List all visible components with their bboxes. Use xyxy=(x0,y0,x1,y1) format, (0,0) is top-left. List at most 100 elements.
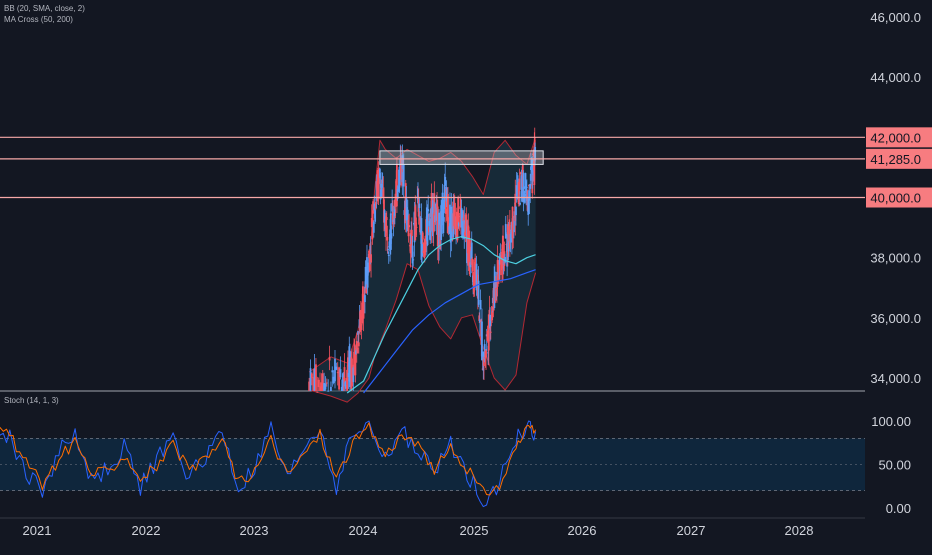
candle-body xyxy=(525,186,528,197)
candle-body xyxy=(465,214,468,232)
candle-body xyxy=(483,344,486,358)
price-axis-tick-label: 44,000.0 xyxy=(870,70,921,85)
stoch-axis-tick-label: 100.00 xyxy=(871,414,911,429)
candle-body xyxy=(374,202,377,209)
level-price-tag: 40,000.0 xyxy=(866,187,932,208)
candle-body xyxy=(421,232,424,240)
candle-body xyxy=(356,347,359,354)
candle-body xyxy=(527,184,530,186)
candle-body xyxy=(479,319,481,323)
candle-body xyxy=(382,189,385,198)
candle-body xyxy=(449,204,451,229)
candle-body xyxy=(524,173,527,188)
candle-body xyxy=(354,350,357,376)
candle-body xyxy=(435,203,438,221)
candle-body xyxy=(457,222,460,227)
candle-body xyxy=(394,193,397,207)
ma-short-line xyxy=(346,236,536,394)
ma-cross-indicator-label[interactable]: MA Cross (50, 200) xyxy=(4,15,73,24)
stoch-axis-tick-label: 50.00 xyxy=(878,458,911,473)
candle-body xyxy=(383,210,386,223)
candle-body xyxy=(477,280,480,305)
level-price-tag: 42,000.0 xyxy=(866,127,932,148)
bb-indicator-label[interactable]: BB (20, SMA, close, 2) xyxy=(4,4,85,13)
candle-body xyxy=(372,201,374,214)
candle-body xyxy=(534,147,537,161)
candle-body xyxy=(385,216,387,237)
candle-body xyxy=(387,254,390,256)
level-price-tag-label: 41,285.0 xyxy=(870,152,921,167)
candle-body xyxy=(359,311,362,332)
candle-body xyxy=(437,248,440,253)
highlight-zone-box xyxy=(379,150,544,165)
stoch-indicator-label[interactable]: Stoch (14, 1, 3) xyxy=(4,396,59,405)
candle-body xyxy=(487,352,489,354)
candle-body xyxy=(427,209,430,212)
candle-body xyxy=(369,246,372,250)
candle-body xyxy=(462,211,464,239)
candle-body xyxy=(398,169,401,186)
candle-body xyxy=(419,217,421,233)
candle-body xyxy=(494,281,497,301)
candle-body xyxy=(396,163,398,207)
candle-body xyxy=(309,368,312,391)
candle-body xyxy=(410,229,413,258)
candle-body xyxy=(471,258,474,272)
candle-body xyxy=(483,358,485,366)
candle-body xyxy=(319,386,321,391)
candle-body xyxy=(445,187,448,202)
candle-body xyxy=(475,263,478,291)
candle-body xyxy=(474,257,477,284)
candle-body xyxy=(519,202,521,205)
candle-body xyxy=(368,252,371,271)
candle-body xyxy=(422,250,425,254)
candle-body xyxy=(486,330,489,341)
candle-body xyxy=(357,342,360,347)
candle-body xyxy=(456,227,459,241)
candle-body xyxy=(502,235,504,269)
candle-body xyxy=(370,254,372,263)
candle-body xyxy=(495,280,498,288)
level-price-tag-bg xyxy=(866,148,932,169)
candle-body xyxy=(523,186,526,189)
candle-body xyxy=(412,259,415,261)
candle-body xyxy=(468,240,471,275)
candle-body xyxy=(444,176,447,186)
candle-body xyxy=(355,340,358,350)
candle-body xyxy=(492,287,495,311)
candle-body xyxy=(352,367,355,383)
candle-body xyxy=(367,262,370,273)
candle-body xyxy=(344,382,347,387)
candle-body xyxy=(317,379,320,388)
candle-body xyxy=(396,189,399,198)
candle-body xyxy=(478,315,481,321)
candle-body xyxy=(436,206,439,247)
ma-long-line xyxy=(363,269,536,394)
time-axis-tick-label: 2027 xyxy=(677,523,706,538)
candle-body xyxy=(448,226,451,234)
candle-body xyxy=(531,158,534,175)
candle-body xyxy=(393,209,396,216)
candle-body xyxy=(372,222,375,233)
price-axis-tick-label: 46,000.0 xyxy=(870,10,921,25)
candle-body xyxy=(392,219,395,222)
time-axis-tick-label: 2026 xyxy=(568,523,597,538)
candle-body xyxy=(320,382,323,391)
candle-body xyxy=(381,176,384,184)
candle-body xyxy=(355,350,357,355)
candle-body xyxy=(487,314,490,351)
candle-body xyxy=(362,299,365,319)
candle-body xyxy=(417,188,419,204)
candle-body xyxy=(359,315,362,320)
level-price-tag-label: 40,000.0 xyxy=(870,191,921,206)
candle-body xyxy=(481,321,483,361)
candle-body xyxy=(447,194,449,232)
candle-body xyxy=(426,214,429,246)
candle-body xyxy=(391,212,394,225)
candle-body xyxy=(330,386,332,391)
candle-body xyxy=(415,226,418,228)
candle-body xyxy=(499,254,502,259)
candle-body xyxy=(462,217,465,222)
